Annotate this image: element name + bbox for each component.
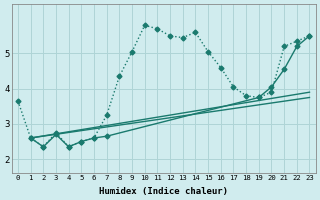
X-axis label: Humidex (Indice chaleur): Humidex (Indice chaleur) [99, 187, 228, 196]
